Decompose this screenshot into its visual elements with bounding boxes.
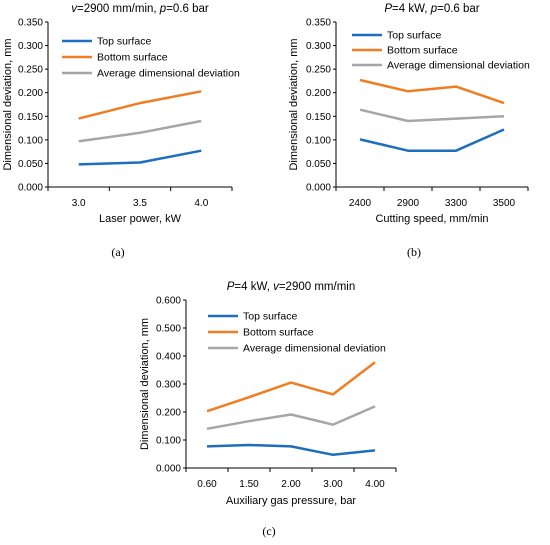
y-tick-label: 0.200 <box>156 408 181 419</box>
y-tick-label: 0.150 <box>306 112 331 123</box>
y-tick-label: 0.100 <box>306 135 331 146</box>
y-tick-label: 0.100 <box>18 135 43 146</box>
x-tick-label: 4.00 <box>365 479 385 490</box>
chart-2: P=4 kW, p=0.6 bar 0.000 0.050 0.100 0.150 0.2… <box>288 3 530 259</box>
y-tick-label: 0.500 <box>156 324 181 335</box>
y-tick-label: 0.350 <box>306 18 331 29</box>
chart-3: P=4 kW, v=2900 mm/min 0.000 0.100 0.200 0.30… <box>139 281 397 538</box>
panel-caption: (c) <box>262 524 275 538</box>
legend-label-top: Top surface <box>243 311 297 323</box>
title-part: p <box>430 3 438 15</box>
y-tick-label: 0.050 <box>306 159 331 170</box>
y-tick-label: 0.600 <box>156 296 181 307</box>
y-tick-label: 0.050 <box>18 159 43 170</box>
x-tick-label: 4.0 <box>194 198 208 209</box>
x-tick-label: 3.5 <box>133 198 147 209</box>
x-axis-label: Cutting speed, mm/min <box>375 213 488 225</box>
legend-label-bottom: Bottom surface <box>243 327 314 339</box>
title-part: P <box>227 281 235 293</box>
x-tick-label: 3300 <box>445 198 468 209</box>
x-axis-label: Laser power, kW <box>99 213 182 225</box>
series-line-average <box>359 108 505 123</box>
series-line-bottom <box>78 90 202 120</box>
legend-label-top: Top surface <box>387 30 441 42</box>
y-tick-label: 0.300 <box>306 41 331 52</box>
legend-label-bottom: Bottom surface <box>387 45 458 57</box>
title-part: =2900 mm/min, <box>77 3 160 15</box>
y-tick-label: 0.400 <box>156 352 181 363</box>
x-tick-label: 3.0 <box>72 198 86 209</box>
series-line-top <box>206 443 376 457</box>
legend-label-average: Average dimensional deviation <box>387 60 530 72</box>
series-line-average <box>206 405 376 431</box>
title-part: =2900 mm/min <box>279 281 355 293</box>
series-line-top <box>359 128 505 152</box>
x-tick-label: 2400 <box>349 198 372 209</box>
x-axis-label: Auxiliary gas pressure, bar <box>226 495 357 507</box>
title-part: =0.6 bar <box>166 3 209 15</box>
legend-label-top: Top surface <box>97 36 151 48</box>
title-part: P <box>384 3 392 15</box>
panel-caption: (b) <box>407 245 421 259</box>
legend-label-average: Average dimensional deviation <box>243 343 386 355</box>
x-tick-label: 2.00 <box>281 479 301 490</box>
title-part: v <box>273 281 280 293</box>
series-line-bottom <box>206 361 376 413</box>
panel-caption: (a) <box>111 245 124 259</box>
series-line-bottom <box>359 78 505 105</box>
chart-1: v=2900 mm/min, p=0.6 bar 0.000 0.050 0.100 0… <box>2 3 240 259</box>
y-tick-label: 0.250 <box>306 65 331 76</box>
y-tick-label: 0.300 <box>156 380 181 391</box>
x-tick-label: 3500 <box>493 198 516 209</box>
y-tick-label: 0.200 <box>18 88 43 99</box>
y-tick-label: 0.000 <box>18 183 43 194</box>
x-tick-label: 1.50 <box>239 479 259 490</box>
chart-title: P=4 kW, v=2900 mm/min <box>227 281 355 293</box>
y-tick-label: 0.200 <box>306 88 331 99</box>
y-tick-label: 0.100 <box>156 436 181 447</box>
x-tick-label: 2900 <box>397 198 420 209</box>
x-tick-label: 0.60 <box>197 479 217 490</box>
title-part: =4 kW, <box>392 3 431 15</box>
series-line-average <box>78 119 202 143</box>
legend-label-bottom: Bottom surface <box>97 52 168 64</box>
chart-title: v=2900 mm/min, p=0.6 bar <box>71 3 209 15</box>
title-part: v <box>71 3 78 15</box>
series-line-top <box>78 149 202 166</box>
chart-title: P=4 kW, p=0.6 bar <box>384 3 479 15</box>
legend-label-average: Average dimensional deviation <box>97 68 240 80</box>
title-part: =4 kW, <box>234 281 273 293</box>
y-axis-label: Dimensional deviation, mm <box>2 38 14 170</box>
y-axis-label: Dimensional deviation, mm <box>139 318 151 450</box>
y-tick-label: 0.000 <box>306 183 331 194</box>
y-tick-label: 0.250 <box>18 65 43 76</box>
y-tick-label: 0.150 <box>18 112 43 123</box>
title-part: p <box>159 3 167 15</box>
y-axis-label: Dimensional deviation, mm <box>288 38 300 170</box>
title-part: =0.6 bar <box>437 3 480 15</box>
y-tick-label: 0.000 <box>156 464 181 475</box>
x-tick-label: 3.00 <box>323 479 343 490</box>
y-tick-label: 0.300 <box>18 41 43 52</box>
y-tick-label: 0.350 <box>18 18 43 29</box>
